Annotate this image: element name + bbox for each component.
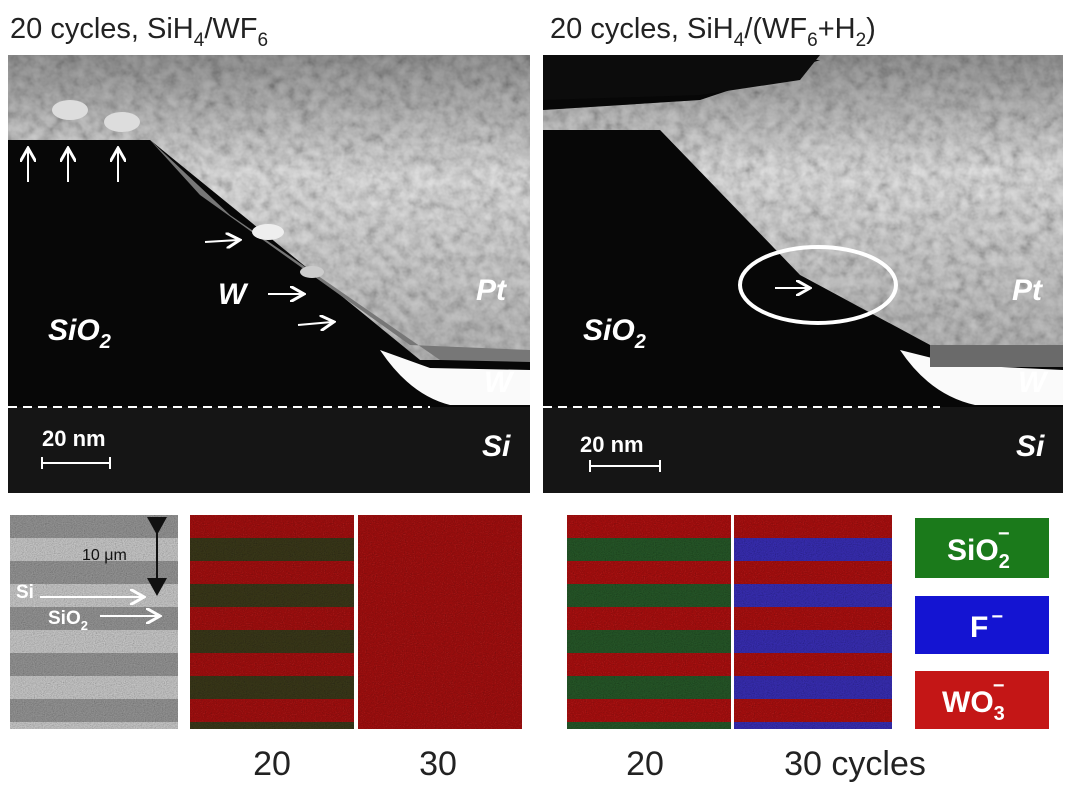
label: Si <box>482 430 511 463</box>
map-stripe <box>190 676 354 699</box>
label-sub: 2 <box>99 331 111 353</box>
w-island <box>52 100 88 120</box>
map-stripe <box>190 538 354 561</box>
label-part: SiO <box>583 314 635 347</box>
map-stripe <box>734 584 892 607</box>
w-island <box>104 112 140 132</box>
title-part: 20 cycles, SiH <box>10 13 194 45</box>
panel-title: 20 cycles, SiH4/WF6 <box>10 13 268 51</box>
scale-label: 20 nm <box>580 432 644 457</box>
w-island <box>300 266 324 278</box>
w-island <box>252 224 284 240</box>
title-part: 20 cycles, SiH <box>550 13 734 45</box>
title-part: /(WF <box>744 13 807 45</box>
map <box>190 515 354 729</box>
title-sub: 6 <box>807 30 818 51</box>
label: Si <box>1016 430 1045 463</box>
cycle-label: 20 <box>253 745 291 783</box>
label-part: SiO <box>48 608 81 629</box>
label: W <box>1018 366 1049 399</box>
legend-sup: − <box>998 523 1010 545</box>
map <box>734 515 892 729</box>
legend-sup: − <box>993 675 1005 697</box>
label: Pt <box>1012 274 1044 307</box>
legend-sub: 3 <box>994 703 1005 725</box>
map-stripe <box>10 630 178 653</box>
legend: SiO2− F− WO3− <box>915 518 1049 729</box>
cycle-label: 20 <box>626 745 664 783</box>
legend-sup: − <box>991 606 1003 628</box>
title-part: /WF <box>204 13 257 45</box>
map-stripe <box>567 538 731 561</box>
map-stripe <box>734 538 892 561</box>
cycle-label: 30 <box>419 745 457 783</box>
legend-part: F <box>970 611 988 644</box>
legend-part: WO <box>942 686 994 719</box>
title-sub: 4 <box>734 30 745 51</box>
label: W <box>484 366 515 399</box>
figure: 20 cycles, SiH4/WF6 20 cycles, SiH4/(WF6… <box>0 0 1072 785</box>
scale-label: 20 nm <box>42 426 106 451</box>
label: W <box>218 278 249 311</box>
map-stripe <box>10 676 178 699</box>
map-stripe <box>10 584 178 607</box>
map-background <box>358 515 522 729</box>
scale-label: 10 μm <box>82 547 127 564</box>
legend-sub: 2 <box>999 551 1010 573</box>
map-labels: 20 30 20 30 cycles <box>253 745 926 783</box>
tem-image-right: SiO2 Pt W Si 20 nm <box>543 55 1063 493</box>
tof-sims-maps <box>10 515 892 729</box>
map-stripe <box>567 584 731 607</box>
map-stripe <box>190 722 354 729</box>
title-part: +H <box>818 13 856 45</box>
title-sub: 2 <box>856 30 867 51</box>
label-sub: 2 <box>81 618 88 633</box>
map-stripe <box>567 630 731 653</box>
label: Si <box>16 582 34 603</box>
map-stripe <box>190 630 354 653</box>
map-stripe <box>734 630 892 653</box>
map-stripe <box>190 584 354 607</box>
map-stripe <box>567 676 731 699</box>
map-stripe <box>734 722 892 729</box>
label-sub: 2 <box>634 331 646 353</box>
map <box>567 515 731 729</box>
title-sub: 6 <box>257 30 268 51</box>
panel-title: 20 cycles, SiH4/(WF6+H2) <box>550 13 876 51</box>
cycle-label: 30 cycles <box>784 745 926 783</box>
title-part: ) <box>866 13 876 45</box>
tem-image-left: SiO2 W Pt W Si 20 nm <box>8 55 530 493</box>
map <box>358 515 522 729</box>
map-stripe <box>734 676 892 699</box>
map-stripe <box>10 722 178 729</box>
w-layer <box>930 345 1063 367</box>
title-sub: 4 <box>194 30 205 51</box>
label-part: SiO <box>48 314 100 347</box>
map-stripe <box>567 722 731 729</box>
legend-part: SiO <box>947 534 999 567</box>
label: Pt <box>476 274 508 307</box>
